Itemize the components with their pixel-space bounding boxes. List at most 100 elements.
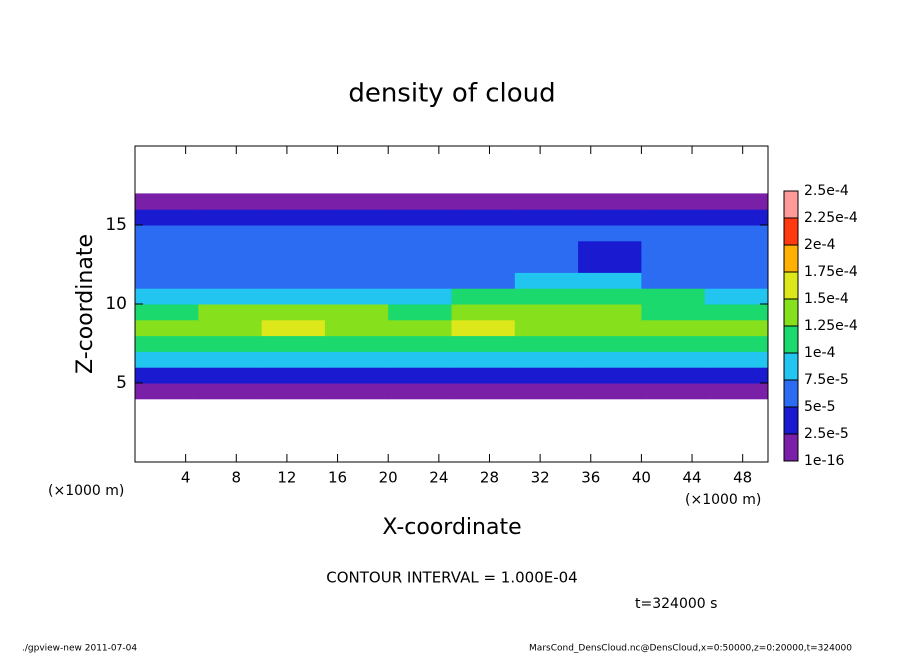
footer-right: MarsCond_DensCloud.nc@DensCloud,x=0:5000… [529, 644, 852, 654]
colorbar-segment [784, 299, 798, 326]
heatmap-cell [451, 319, 516, 337]
colorbar-label: 2.5e-5 [804, 426, 849, 442]
heatmap-cell [641, 225, 706, 242]
heatmap-cell [135, 209, 199, 226]
heatmap-cell [451, 272, 516, 289]
y-tick-label: 15 [105, 215, 127, 235]
colorbar-segment [784, 353, 798, 380]
colorbar-label: 1e-16 [804, 453, 844, 469]
heatmap-cell [514, 335, 579, 352]
heatmap-cell [641, 209, 706, 226]
heatmap-cell [135, 319, 199, 337]
colorbar-label: 5e-5 [804, 399, 835, 415]
heatmap-cell [261, 272, 326, 289]
heatmap-cell [261, 383, 326, 400]
heatmap-cell [261, 209, 326, 226]
heatmap-cell [704, 256, 769, 273]
heatmap-cell [514, 351, 579, 368]
x-tick-label: 24 [429, 469, 448, 487]
heatmap-cell [704, 288, 769, 305]
heatmap-cell [324, 256, 389, 273]
heatmap-cell [198, 272, 263, 289]
heatmap-cell [324, 367, 389, 384]
heatmap-cell [261, 240, 326, 258]
heatmap-cell [578, 209, 642, 226]
heatmap-cell [451, 288, 516, 305]
heatmap-cell [451, 240, 516, 258]
x-tick-label: 8 [232, 469, 242, 487]
heatmap-cell [641, 193, 706, 210]
heatmap-cell [388, 225, 452, 242]
heatmap-cell [324, 319, 389, 337]
heatmap-cell [388, 383, 452, 400]
heatmap-cell [388, 304, 452, 321]
heatmap-cell [388, 367, 452, 384]
heatmap-cell [198, 383, 263, 400]
heatmap-cell [704, 351, 769, 368]
heatmap-cell [704, 225, 769, 242]
heatmap-cell [578, 319, 642, 337]
heatmap-cell [514, 225, 579, 242]
heatmap-cell [261, 288, 326, 305]
colorbar-label: 1.5e-4 [804, 291, 849, 307]
x-tick-label: 48 [733, 469, 752, 487]
heatmap-cell [641, 240, 706, 258]
x-tick-label: 32 [531, 469, 550, 487]
heatmap-cell [451, 383, 516, 400]
heatmap-cell [324, 335, 389, 352]
heatmap-cell [451, 351, 516, 368]
heatmap-cell [261, 319, 326, 337]
contour-annotation: CONTOUR INTERVAL = 1.000E-04 [326, 569, 577, 587]
heatmap-cell [704, 304, 769, 321]
heatmap-cell [451, 304, 516, 321]
heatmap-cell [641, 319, 706, 337]
heatmap-cell [578, 351, 642, 368]
heatmap-cell [135, 383, 199, 400]
x-tick-label: 4 [181, 469, 191, 487]
heatmap-cell [324, 351, 389, 368]
heatmap-cell [704, 367, 769, 384]
heatmap-cell [388, 288, 452, 305]
heatmap-cell [324, 240, 389, 258]
heatmap-cell [704, 383, 769, 400]
heatmap-cell [514, 367, 579, 384]
heatmap-cell [514, 240, 579, 258]
heatmap-cell [198, 193, 263, 210]
y-tick-label: 5 [116, 373, 127, 393]
heatmap-cell [514, 288, 579, 305]
heatmap-cell [135, 288, 199, 305]
heatmap-cell [261, 304, 326, 321]
heatmap-cell [198, 304, 263, 321]
heatmap-cell [514, 383, 579, 400]
heatmap-cell [641, 272, 706, 289]
heatmap-cell [388, 256, 452, 273]
heatmap-cell [324, 193, 389, 210]
colorbar-segment [784, 191, 798, 218]
x-tick-label: 20 [379, 469, 398, 487]
heatmap-cell [198, 225, 263, 242]
colorbar-segment [784, 245, 798, 272]
colorbar-segment [784, 326, 798, 353]
heatmap-cell [578, 288, 642, 305]
heatmap-cell [514, 193, 579, 210]
heatmap-cell [578, 367, 642, 384]
heatmap-cell [578, 256, 642, 273]
x-tick-label: 28 [480, 469, 499, 487]
heatmap-cell [135, 335, 199, 352]
heatmap-cell [641, 288, 706, 305]
colorbar-label: 2.25e-4 [804, 210, 858, 226]
heatmap-cell [451, 367, 516, 384]
x-unit-label: (×1000 m) [685, 492, 761, 508]
heatmap-cell [641, 335, 706, 352]
heatmap-cell [135, 225, 199, 242]
heatmap-cell [641, 351, 706, 368]
heatmap-cell [578, 335, 642, 352]
heatmap-cell [388, 272, 452, 289]
x-axis-label: X-coordinate [382, 515, 521, 540]
heatmap-cell [135, 193, 199, 210]
heatmap-cell [198, 209, 263, 226]
heatmap-cell [261, 193, 326, 210]
heatmap-cell [451, 335, 516, 352]
y-tick-label: 10 [105, 294, 127, 314]
